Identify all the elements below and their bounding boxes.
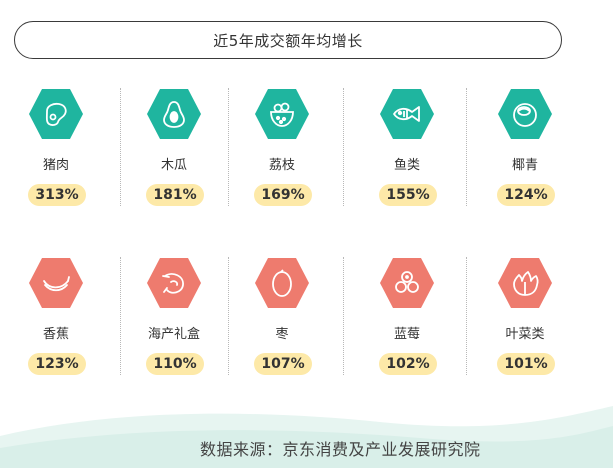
hex-badge — [379, 88, 435, 140]
hex-badge — [254, 88, 310, 140]
item-pork: 猪肉 313% — [6, 88, 106, 218]
separator — [343, 257, 344, 375]
shrimp-icon — [162, 273, 184, 294]
fish-icon — [393, 106, 420, 122]
item-fish: 鱼类 155% — [357, 88, 457, 218]
item-seafood-gift: 海产礼盒 110% — [124, 257, 224, 387]
growth-badge: 155% — [379, 184, 437, 206]
title-banner: 近5年成交额年均增长 — [14, 21, 562, 59]
lychee-icon — [270, 102, 294, 127]
hex-badge — [28, 257, 84, 309]
hex-badge — [254, 257, 310, 309]
item-name: 木瓜 — [160, 158, 187, 173]
separator — [228, 88, 229, 206]
growth-badge: 313% — [28, 184, 86, 206]
separator — [120, 257, 121, 375]
item-blueberry: 蓝莓 102% — [357, 257, 457, 387]
item-leafy-greens: 叶菜类 101% — [475, 257, 575, 387]
jujube-icon — [272, 269, 292, 297]
banana-icon — [43, 276, 70, 292]
item-name: 枣 — [275, 327, 289, 342]
data-source: 数据来源：京东消费及产业发展研究院 — [200, 440, 481, 459]
separator — [466, 88, 467, 206]
item-name: 蓝莓 — [393, 327, 420, 342]
hex-badge — [497, 88, 553, 140]
coconut-icon — [513, 103, 537, 127]
page-title: 近5年成交额年均增长 — [213, 31, 363, 50]
item-banana: 香蕉 123% — [6, 257, 106, 387]
growth-badge: 181% — [146, 184, 204, 206]
growth-badge: 123% — [28, 353, 86, 375]
hex-badge — [146, 88, 202, 140]
hex-badge — [146, 257, 202, 309]
item-coconut: 椰青 124% — [475, 88, 575, 218]
blueberry-icon — [395, 271, 419, 293]
meat-icon — [45, 102, 67, 126]
growth-badge: 102% — [379, 353, 437, 375]
hex-badge — [379, 257, 435, 309]
papaya-icon — [163, 101, 185, 128]
separator — [228, 257, 229, 375]
item-name: 香蕉 — [42, 327, 69, 342]
footer-wave — [0, 406, 613, 468]
item-name: 叶菜类 — [505, 327, 545, 342]
item-lychee: 荔枝 169% — [232, 88, 332, 218]
item-name: 荔枝 — [268, 158, 295, 173]
separator — [466, 257, 467, 375]
growth-badge: 169% — [254, 184, 312, 206]
item-name: 椰青 — [511, 158, 538, 173]
growth-badge: 107% — [254, 353, 312, 375]
separator — [343, 88, 344, 206]
item-jujube: 枣 107% — [232, 257, 332, 387]
item-name: 海产礼盒 — [147, 327, 200, 342]
separator — [120, 88, 121, 206]
item-name: 猪肉 — [42, 158, 69, 173]
leafy-greens-icon — [513, 271, 539, 296]
growth-badge: 101% — [497, 353, 555, 375]
hex-badge — [497, 257, 553, 309]
item-papaya: 木瓜 181% — [124, 88, 224, 218]
hex-badge — [28, 88, 84, 140]
item-name: 鱼类 — [393, 158, 420, 173]
growth-badge: 110% — [146, 353, 204, 375]
growth-badge: 124% — [497, 184, 555, 206]
